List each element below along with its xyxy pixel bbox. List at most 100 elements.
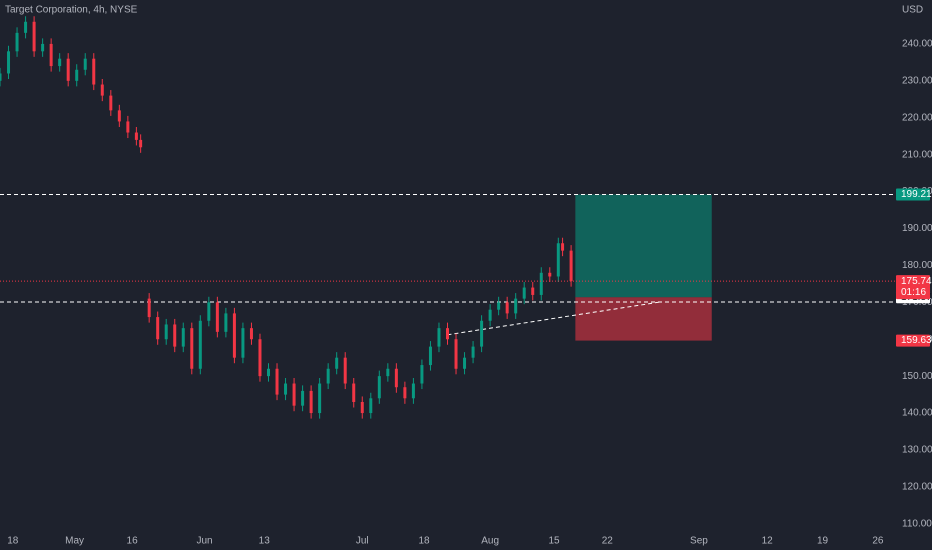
price-label: 175.74 — [901, 276, 932, 287]
chart-title: Target Corporation, 4h, NYSE — [5, 5, 138, 16]
y-tick-label: 140.00 — [902, 408, 932, 419]
candle-body — [92, 58, 96, 85]
candle-body — [394, 368, 398, 388]
x-tick-label: 18 — [7, 536, 19, 547]
candle-body — [569, 250, 573, 282]
candle-body — [548, 272, 552, 277]
candle-body — [0, 73, 2, 81]
candle-body — [58, 58, 62, 67]
candle-body — [488, 309, 492, 321]
candle-body — [224, 313, 228, 332]
candle-body — [32, 21, 36, 52]
x-tick-label: May — [65, 536, 84, 547]
candle-body — [360, 401, 364, 414]
y-tick-label: 110.00 — [902, 518, 932, 529]
candle-body — [66, 58, 70, 81]
price-label: 199.21 — [901, 189, 932, 200]
y-tick-label: 180.00 — [902, 260, 932, 271]
price-label: 159.63 — [901, 335, 932, 346]
candle-body — [539, 272, 543, 295]
candle-body — [561, 243, 565, 251]
candle-body — [377, 376, 381, 399]
x-tick-label: 26 — [872, 536, 884, 547]
candle-body — [258, 339, 262, 377]
candle-body — [505, 302, 509, 314]
candle-body — [190, 328, 194, 369]
candle-body — [241, 328, 245, 358]
candle-body — [454, 339, 458, 369]
candle-body — [514, 298, 518, 314]
candle-body — [275, 368, 279, 395]
candle-body — [100, 84, 104, 96]
candle-body — [352, 383, 356, 402]
currency-label: USD — [902, 5, 923, 16]
candle-body — [531, 287, 535, 295]
x-tick-label: 12 — [762, 536, 774, 547]
candle-body — [164, 324, 168, 340]
candle-body — [49, 43, 53, 67]
candle-body — [318, 383, 322, 414]
candle-body — [386, 368, 390, 377]
loss-zone — [575, 297, 712, 341]
y-tick-label: 210.00 — [902, 149, 932, 160]
candle-body — [284, 383, 288, 395]
x-tick-label: Jul — [356, 536, 369, 547]
candle-body — [556, 243, 560, 277]
candle-body — [326, 368, 330, 384]
candle-body — [181, 328, 185, 347]
x-tick-label: 19 — [817, 536, 829, 547]
y-tick-label: 190.00 — [902, 223, 932, 234]
x-tick-label: 16 — [127, 536, 139, 547]
candle-body — [428, 346, 432, 366]
x-tick-label: Aug — [481, 536, 499, 547]
candle-body — [437, 328, 441, 347]
y-tick-label: 120.00 — [902, 482, 932, 493]
candle-body — [292, 383, 296, 406]
candle-body — [126, 121, 130, 133]
x-tick-label: 15 — [548, 536, 560, 547]
candle-body — [420, 365, 424, 384]
candle-body — [198, 320, 202, 369]
candle-body — [309, 390, 313, 414]
candle-body — [207, 302, 211, 321]
candle-body — [109, 95, 113, 111]
candle-body — [343, 357, 347, 384]
candle-body — [75, 69, 79, 81]
candle-body — [369, 398, 373, 414]
y-tick-label: 130.00 — [902, 445, 932, 456]
candle-body — [480, 320, 484, 347]
candle-body — [147, 298, 151, 318]
candle-body — [267, 368, 270, 377]
candle-body — [7, 51, 11, 74]
candle-body — [156, 317, 160, 340]
x-tick-label: Jun — [197, 536, 213, 547]
candle-body — [335, 357, 339, 369]
candle-body — [139, 139, 143, 148]
candle-body — [411, 383, 415, 399]
price-countdown: 01:16 — [901, 287, 926, 298]
candle-body — [403, 387, 407, 399]
candle-body — [471, 346, 475, 358]
price-label-box — [896, 275, 930, 300]
candle-body — [446, 328, 449, 340]
candle-body — [134, 132, 138, 140]
candle-body — [497, 302, 501, 310]
candle-body — [463, 357, 467, 369]
price-label-box — [896, 334, 930, 347]
x-tick-label: 13 — [259, 536, 271, 547]
candle-body — [173, 324, 177, 347]
candle-body — [117, 110, 121, 122]
candle-body — [83, 58, 87, 70]
profit-zone — [575, 194, 712, 298]
candle-body — [301, 390, 305, 406]
candle-body — [215, 302, 219, 332]
x-tick-label: 18 — [418, 536, 430, 547]
candle-body — [41, 43, 45, 52]
candle-body — [15, 32, 19, 52]
y-tick-label: 150.00 — [902, 371, 932, 382]
candle-body — [232, 313, 236, 358]
candle-body — [24, 21, 28, 33]
price-label-box — [896, 188, 930, 201]
